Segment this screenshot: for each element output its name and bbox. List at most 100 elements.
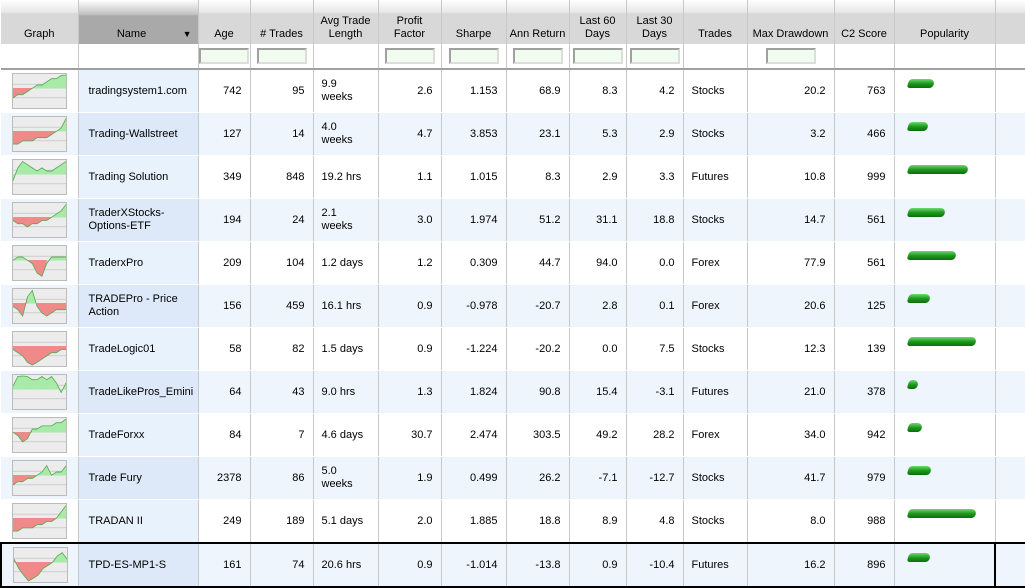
cell-pf: 0.9 — [378, 284, 442, 328]
column-header-graph[interactable]: Graph — [1, 0, 79, 44]
cell-ann: 303.5 — [506, 413, 570, 457]
cell-ann: 23.1 — [506, 112, 570, 156]
system-name-link[interactable]: TRADAN II — [88, 514, 143, 527]
dd-value: 41.7 — [804, 471, 826, 484]
filter-input-dd[interactable] — [765, 48, 816, 64]
column-header-age[interactable]: Age — [198, 0, 251, 44]
table-row[interactable]: Trading-Wallstreet 127 14 4.0 weeks 4.7 3.853… — [1, 112, 1025, 156]
equity-graph-thumbnail[interactable] — [12, 288, 67, 324]
graph-segment — [36, 131, 43, 138]
cell-l60: 0.9 — [569, 542, 627, 588]
equity-graph-thumbnail[interactable] — [13, 547, 68, 583]
equity-graph-thumbnail[interactable] — [12, 331, 67, 367]
table-row[interactable]: TRADAN II 249 189 5.1 days 2.0 1.885 18.8 8.9 4.… — [1, 499, 1025, 544]
table-row[interactable]: Trading Solution 349 848 19.2 hrs 1.1 1.015 8.… — [1, 155, 1025, 199]
filter-input-sharpe[interactable] — [448, 48, 499, 64]
age-value: 84 — [229, 428, 242, 441]
column-header-sharpe[interactable]: Sharpe — [441, 0, 507, 44]
type-value: Stocks — [691, 213, 725, 226]
column-header-l30[interactable]: Last 30 Days — [626, 0, 684, 44]
equity-graph-thumbnail[interactable] — [12, 159, 67, 195]
filter-cell — [834, 44, 895, 70]
table-row[interactable]: TPD-ES-MP1-S 161 74 20.6 hrs 0.9 -1.014 -13.8 0… — [0, 542, 1025, 588]
column-header-l60[interactable]: Last 60 Days — [569, 0, 627, 44]
cell-l30: 0.0 — [626, 241, 684, 285]
system-name-link[interactable]: TraderxPro — [88, 256, 144, 269]
dd-value: 8.0 — [810, 514, 826, 527]
table-row[interactable]: TraderXStocks-Options-ETF 194 24 2.1 weeks 3… — [1, 198, 1025, 242]
system-name-link[interactable]: TPD-ES-MP1-S — [88, 558, 167, 571]
popularity-bar — [906, 251, 957, 260]
table-row[interactable]: TradeLogic01 58 82 1.5 days 0.9 -1.224 -20.2 0.… — [1, 327, 1025, 371]
equity-graph-thumbnail[interactable] — [12, 73, 67, 109]
graph-segment — [60, 418, 66, 433]
type-value: Stocks — [691, 471, 725, 484]
system-name-link[interactable]: Trading-Wallstreet — [88, 127, 178, 140]
ann-value: 303.5 — [532, 428, 561, 441]
filter-input-l60[interactable] — [572, 48, 623, 64]
column-header-type[interactable]: Trades — [683, 0, 748, 44]
cell-avg: 9.0 hrs — [313, 370, 379, 414]
cell-popularity — [894, 112, 996, 156]
type-value: Stocks — [691, 127, 725, 140]
cell-ann: 51.2 — [506, 198, 570, 242]
equity-graph-thumbnail[interactable] — [12, 116, 67, 152]
triangle-down-icon[interactable]: ▼ — [182, 29, 192, 39]
c2-value: 378 — [867, 385, 886, 398]
filter-input-age[interactable] — [199, 48, 249, 64]
trades-value: 82 — [292, 342, 305, 355]
table-row[interactable]: TradeForxx 84 7 4.6 days 30.7 2.474 303.5 49.2 2… — [1, 413, 1025, 457]
table-row[interactable]: Trade Fury 2378 86 5.0 weeks 1.9 0.499 26.2 -7.… — [1, 456, 1025, 500]
cell-avg: 19.2 hrs — [313, 155, 379, 199]
system-name-link[interactable]: TradeForxx — [88, 428, 145, 441]
system-name-link[interactable]: Trading Solution — [88, 170, 169, 183]
equity-graph-thumbnail[interactable] — [12, 503, 67, 539]
column-header-dd[interactable]: Max Drawdown — [747, 0, 835, 44]
system-name-link[interactable]: TRADEPro - Price Action — [88, 293, 178, 318]
graph-segment — [46, 425, 52, 433]
trades-value: 848 — [286, 170, 305, 183]
filter-input-trades[interactable] — [256, 48, 307, 64]
equity-graph-thumbnail[interactable] — [12, 417, 67, 453]
column-header-name[interactable]: ▼ Name — [78, 0, 199, 44]
cell-l30: 3.3 — [626, 155, 684, 199]
table-row[interactable]: tradingsystem1.com 742 95 9.9 weeks 2.6 1.153… — [1, 69, 1025, 113]
filter-cell — [894, 44, 996, 70]
l30-value: 0.1 — [659, 299, 675, 312]
filter-input-pf[interactable] — [384, 48, 435, 64]
cell-popularity — [894, 327, 996, 371]
cell-l30: 2.9 — [626, 112, 684, 156]
cell-l60: 2.8 — [569, 284, 627, 328]
pf-value: 0.9 — [417, 342, 433, 355]
filter-input-l30[interactable] — [629, 48, 680, 64]
column-header-avg[interactable]: Avg Trade Length — [313, 0, 379, 44]
table-row[interactable]: TraderxPro 209 104 1.2 days 1.2 0.309 44.7 94.0… — [1, 241, 1025, 285]
column-header-pf[interactable]: Profit Factor — [378, 0, 442, 44]
cell-trades: 104 — [250, 241, 314, 285]
table-row[interactable]: TradeLikePros_Emini 64 43 9.0 hrs 1.3 1.824 90… — [1, 370, 1025, 414]
cell-ann: 44.7 — [506, 241, 570, 285]
column-header-ann[interactable]: Ann Return — [506, 0, 570, 44]
cell-sharpe: 2.474 — [441, 413, 507, 457]
popularity-bar — [906, 380, 919, 389]
column-header-trades[interactable]: # Trades — [250, 0, 314, 44]
system-name-link[interactable]: TraderXStocks-Options-ETF — [88, 207, 165, 232]
sharpe-value: -1.224 — [466, 342, 498, 355]
system-name-link[interactable]: Trade Fury — [88, 471, 142, 484]
equity-graph-thumbnail[interactable] — [12, 374, 67, 410]
table-row[interactable]: TRADEPro - Price Action 156 459 16.1 hrs 0.9… — [1, 284, 1025, 328]
system-name-link[interactable]: TradeLogic01 — [88, 342, 156, 355]
system-name-link[interactable]: TradeLikePros_Emini — [88, 385, 194, 398]
system-name-link[interactable]: tradingsystem1.com — [88, 84, 187, 97]
equity-graph-thumbnail[interactable] — [12, 245, 67, 281]
equity-graph-thumbnail[interactable] — [12, 460, 67, 496]
equity-graph-thumbnail[interactable] — [12, 202, 67, 238]
graph-segment — [60, 161, 66, 175]
cell-sharpe: 3.853 — [441, 112, 507, 156]
filter-input-ann[interactable] — [512, 48, 563, 64]
cell-name: Trading-Wallstreet — [78, 112, 199, 156]
column-header-c2[interactable]: C2 Score — [834, 0, 895, 44]
cell-dd: 20.6 — [747, 284, 835, 328]
column-header-pop[interactable]: Popularity — [894, 0, 996, 44]
pf-value: 0.9 — [417, 299, 433, 312]
